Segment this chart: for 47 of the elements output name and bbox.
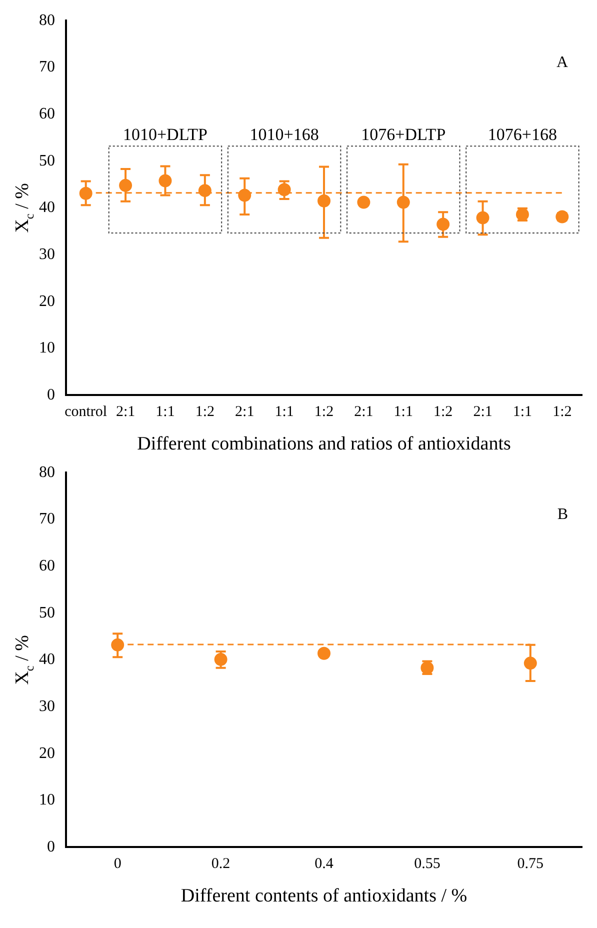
annotation: 1010+DLTP [122,125,208,144]
x-tick-label: control [64,404,108,420]
x-tick-label: 1:2 [314,404,334,420]
x-tick-label: 1:1 [274,404,294,420]
y-tick-label: 20 [39,292,55,310]
x-axis-title: Different combinations and ratios of antioxidants [137,434,511,455]
x-tick-label: 2:1 [116,404,136,420]
y-tick-label: 40 [39,651,55,668]
annotation: 1076+168 [488,125,558,144]
y-tick-label: 60 [39,557,55,574]
x-tick-label: 0.75 [517,856,544,872]
y-axis-title: Xc / % [12,634,37,685]
point [318,646,330,660]
y-tick-label: 10 [39,340,55,357]
x-tick-label: 0.55 [414,856,440,872]
text: A [556,54,568,71]
y-tick-label: 80 [39,12,55,29]
x-tick-label: 2:1 [473,404,492,420]
annotation: 1076+DLTP [361,125,446,144]
y-tick-label: 50 [39,152,55,170]
y-tick-label: 0 [47,838,55,856]
y-tick-label: 0 [47,386,55,404]
y-tick-label: 70 [39,510,55,528]
y-tick-label: 20 [39,744,55,762]
y-tick-label: 60 [39,105,55,122]
x-tick-label: 1:2 [552,404,572,420]
x-axis-title: Different contents of antioxidants / % [180,886,468,907]
x-tick-label: 1:2 [195,404,215,420]
x-tick-label: 1:2 [433,404,453,420]
y-tick-label: 30 [39,698,55,715]
x-tick-label: 0.4 [314,856,334,872]
text: B [557,506,568,523]
y-tick-label: 30 [39,246,55,263]
y-tick-label: 80 [39,464,55,481]
x-tick-label: 2:1 [354,404,374,420]
y-tick-label: 40 [39,199,55,216]
x-tick-label: 2:1 [235,404,254,420]
x-tick-label: 0.2 [211,856,230,872]
annotation: 1010+168 [250,125,319,144]
x-tick-label: 1:1 [512,404,532,420]
x-tick-label: 1:1 [156,404,175,420]
x-tick-label: 1:1 [394,404,413,420]
y-tick-label: 10 [39,792,55,809]
y-tick-label: 70 [39,58,55,76]
y-axis-title: Xc / % [12,182,37,233]
x-tick-label: 0 [114,856,122,872]
y-tick-label: 50 [39,604,55,622]
